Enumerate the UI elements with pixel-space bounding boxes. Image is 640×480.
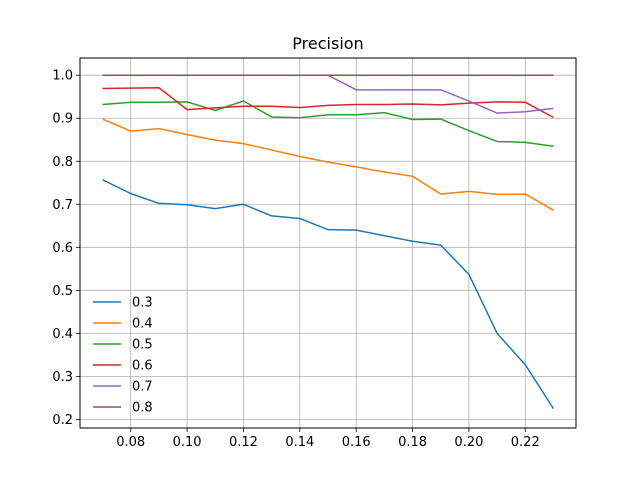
legend-label: 0.8 — [132, 401, 153, 416]
plot-frame — [79, 57, 577, 429]
y-tick-label: 0.6 — [52, 241, 73, 256]
series-line-0.3 — [102, 179, 555, 410]
y-tick-label: 0.2 — [52, 413, 73, 428]
legend-label: 0.5 — [132, 338, 153, 353]
y-tick-label: 0.4 — [52, 327, 73, 342]
axis-ticks: 0.08 0.10 0.12 0.14 0.16 0.18 0.20 0.220.20.30.… — [52, 69, 539, 450]
y-tick-label: 0.5 — [52, 284, 73, 299]
legend-label: 0.3 — [132, 296, 153, 311]
legend: 0.3 0.4 0.5 0.6 0.7 0.8 — [93, 296, 153, 416]
x-tick-label: 0.22 — [511, 435, 540, 450]
x-tick-label: 0.12 — [229, 435, 258, 450]
series-lines — [102, 74, 555, 410]
legend-label: 0.4 — [132, 317, 153, 332]
y-tick-label: 0.8 — [52, 155, 73, 170]
x-tick-label: 0.18 — [398, 435, 427, 450]
y-tick-label: 1.0 — [52, 69, 73, 84]
legend-label: 0.7 — [132, 380, 153, 395]
y-tick-label: 0.9 — [52, 112, 73, 127]
x-tick-label: 0.14 — [285, 435, 314, 450]
x-tick-label: 0.10 — [173, 435, 202, 450]
x-tick-label: 0.20 — [454, 435, 483, 450]
x-tick-label: 0.08 — [116, 435, 145, 450]
legend-label: 0.6 — [132, 359, 153, 374]
series-line-0.6 — [102, 86, 554, 119]
y-tick-label: 0.3 — [52, 370, 73, 385]
chart-title: Precision — [292, 34, 363, 53]
y-tick-label: 0.7 — [52, 198, 73, 213]
x-tick-label: 0.16 — [342, 435, 371, 450]
series-line-0.4 — [102, 118, 554, 211]
